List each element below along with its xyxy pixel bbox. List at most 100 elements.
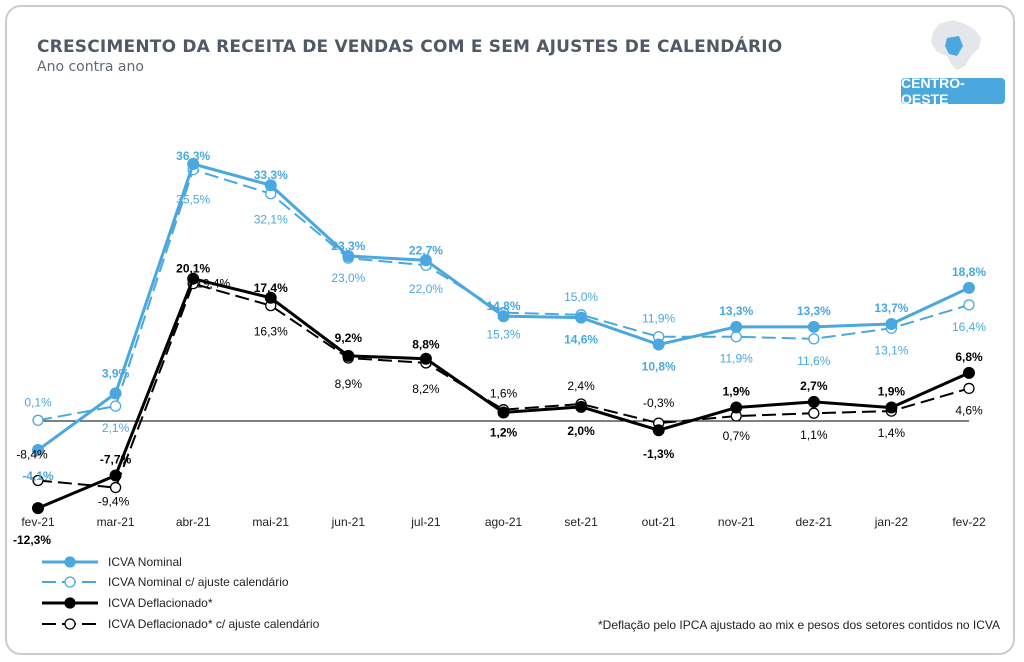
data-label: 1,1%: [800, 428, 828, 442]
data-point: [187, 158, 200, 170]
x-tick-label: out-21: [642, 515, 676, 529]
data-label: 13,7%: [874, 301, 908, 315]
data-label: 32,1%: [254, 213, 288, 227]
data-label: 16,4%: [952, 320, 986, 334]
data-label: 1,9%: [878, 385, 906, 399]
data-label: 10,8%: [642, 360, 676, 374]
data-label: 2,0%: [567, 424, 595, 438]
data-label: 6,8%: [955, 350, 983, 364]
data-label: 2,4%: [567, 379, 595, 393]
data-point: [109, 469, 122, 482]
data-label: -0,3%: [643, 396, 675, 410]
data-label: 11,9%: [720, 352, 753, 366]
data-label: 8,9%: [335, 377, 363, 391]
data-label: 33,3%: [254, 168, 288, 182]
data-point: [497, 310, 510, 323]
chart-title: CRESCIMENTO DA RECEITA DE VENDAS COM E S…: [37, 37, 783, 57]
footnote: *Deflação pelo IPCA ajustado ao mix e pe…: [598, 618, 1001, 632]
data-label: 17,4%: [254, 281, 288, 295]
data-point: [808, 333, 820, 345]
data-point: [652, 338, 665, 351]
data-label: 15,0%: [564, 290, 598, 304]
data-point: [885, 401, 898, 414]
legend-label: ICVA Deflacionado*: [108, 596, 213, 610]
data-point: [730, 401, 743, 414]
data-point: [264, 179, 277, 192]
data-point: [807, 395, 820, 408]
data-label: -7,7%: [100, 453, 132, 467]
data-label: 13,1%: [874, 343, 908, 357]
x-tick-label: mai-21: [252, 515, 289, 529]
legend-marker: [64, 597, 76, 609]
data-label: 16,3%: [254, 325, 288, 339]
data-point: [963, 366, 975, 379]
data-point: [109, 387, 122, 400]
x-tick-label: fev-21: [21, 515, 55, 529]
x-tick-label: fev-22: [952, 515, 986, 529]
data-point: [575, 400, 588, 413]
data-point: [32, 474, 44, 487]
data-point: [730, 331, 742, 343]
data-label: -1,3%: [643, 447, 675, 461]
data-point: [419, 352, 432, 365]
data-label: 23,0%: [331, 271, 365, 285]
legend-label: ICVA Nominal: [108, 555, 182, 569]
data-point: [807, 320, 820, 333]
legend-marker: [64, 556, 76, 568]
x-tick-label: ago-21: [485, 515, 523, 529]
data-label: 3,9%: [102, 366, 130, 380]
legend-label: ICVA Nominal c/ ajuste calendário: [108, 575, 289, 589]
legend-marker: [64, 576, 76, 588]
data-label: 1,2%: [490, 426, 518, 440]
brazil-map-icon: [931, 20, 981, 70]
data-label: 8,2%: [412, 382, 440, 396]
data-label: -4,1%: [22, 469, 54, 483]
data-label: 18,8%: [952, 265, 986, 279]
data-point: [963, 382, 975, 395]
data-label: -9,4%: [98, 495, 130, 509]
data-label: 35,5%: [176, 193, 210, 207]
legend-marker: [64, 618, 76, 630]
data-label: 22,0%: [409, 282, 443, 296]
x-tick-label: abr-21: [176, 515, 211, 529]
chart-subtitle: Ano contra ano: [37, 59, 144, 75]
data-label: 14,8%: [486, 299, 520, 313]
data-label: 20,1%: [176, 262, 210, 276]
data-point: [575, 311, 588, 324]
data-point: [342, 349, 355, 362]
x-tick-label: mar-21: [97, 515, 135, 529]
data-point: [187, 272, 200, 285]
data-point: [109, 481, 122, 494]
data-label: 11,9%: [642, 312, 675, 326]
data-point: [730, 320, 743, 333]
data-label: 36,3%: [176, 149, 210, 163]
x-tick-label: jan-22: [874, 515, 909, 529]
data-point: [497, 406, 510, 419]
data-point: [963, 299, 975, 311]
x-tick-label: dez-21: [795, 515, 832, 529]
data-label: 0,7%: [723, 429, 751, 443]
data-label: 1,4%: [878, 426, 906, 440]
data-label: 4,6%: [955, 403, 983, 417]
data-point: [32, 414, 44, 426]
data-label: 1,9%: [723, 385, 751, 399]
data-label: -12,3%: [13, 533, 51, 547]
data-label: 13,3%: [797, 304, 831, 318]
data-label: 0,1%: [24, 395, 52, 409]
data-label: 1,6%: [490, 387, 518, 401]
data-label: -8,4%: [16, 447, 48, 461]
data-point: [32, 444, 44, 457]
data-label: 11,6%: [797, 354, 830, 368]
x-tick-label: jul-21: [410, 515, 441, 529]
data-point: [109, 400, 122, 412]
data-point: [963, 281, 975, 294]
data-label: 2,1%: [102, 421, 130, 435]
x-tick-label: set-21: [564, 515, 598, 529]
data-point: [885, 318, 898, 331]
data-label: 19,4%: [196, 277, 230, 291]
data-label: 2,7%: [800, 379, 828, 393]
data-label: 14,6%: [564, 333, 598, 347]
data-label: 23,3%: [331, 239, 365, 253]
data-label: 8,8%: [412, 338, 440, 352]
